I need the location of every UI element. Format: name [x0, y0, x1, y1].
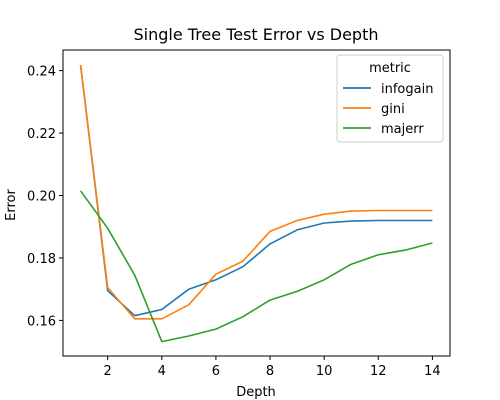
- y-tick-label: 0.22: [27, 127, 56, 142]
- chart-title: Single Tree Test Error vs Depth: [134, 25, 379, 44]
- x-tick-label: 8: [266, 364, 274, 379]
- plot-area: 2 4 6 8 10 12 14 0.16 0.18 0.20 0.22 0.24: [27, 49, 451, 379]
- y-axis-label: Error: [4, 189, 19, 221]
- y-tick-label: 0.24: [27, 65, 56, 80]
- series-line-majerr: [79, 190, 433, 343]
- legend-label-infogain: infogain: [381, 82, 433, 97]
- y-tick-label: 0.20: [27, 190, 56, 205]
- x-tick-label: 12: [370, 364, 387, 379]
- series-line-infogain: [79, 64, 433, 317]
- x-tick-label: 6: [212, 364, 220, 379]
- legend: metric infogain gini majerr: [336, 54, 444, 143]
- axes-frame: [62, 49, 451, 357]
- x-tick-label: 2: [104, 364, 112, 379]
- x-tick-label: 4: [158, 364, 166, 379]
- y-tick-label: 0.16: [27, 314, 56, 329]
- legend-label-majerr: majerr: [381, 122, 424, 137]
- x-tick-label: 14: [424, 364, 441, 379]
- y-tick-label: 0.18: [27, 252, 56, 267]
- legend-label-gini: gini: [381, 102, 405, 117]
- legend-frame: [336, 54, 444, 143]
- x-tick-label: 10: [316, 364, 333, 379]
- x-axis-label: Depth: [236, 385, 276, 400]
- legend-title: metric: [369, 61, 411, 76]
- series-line-gini: [79, 64, 433, 320]
